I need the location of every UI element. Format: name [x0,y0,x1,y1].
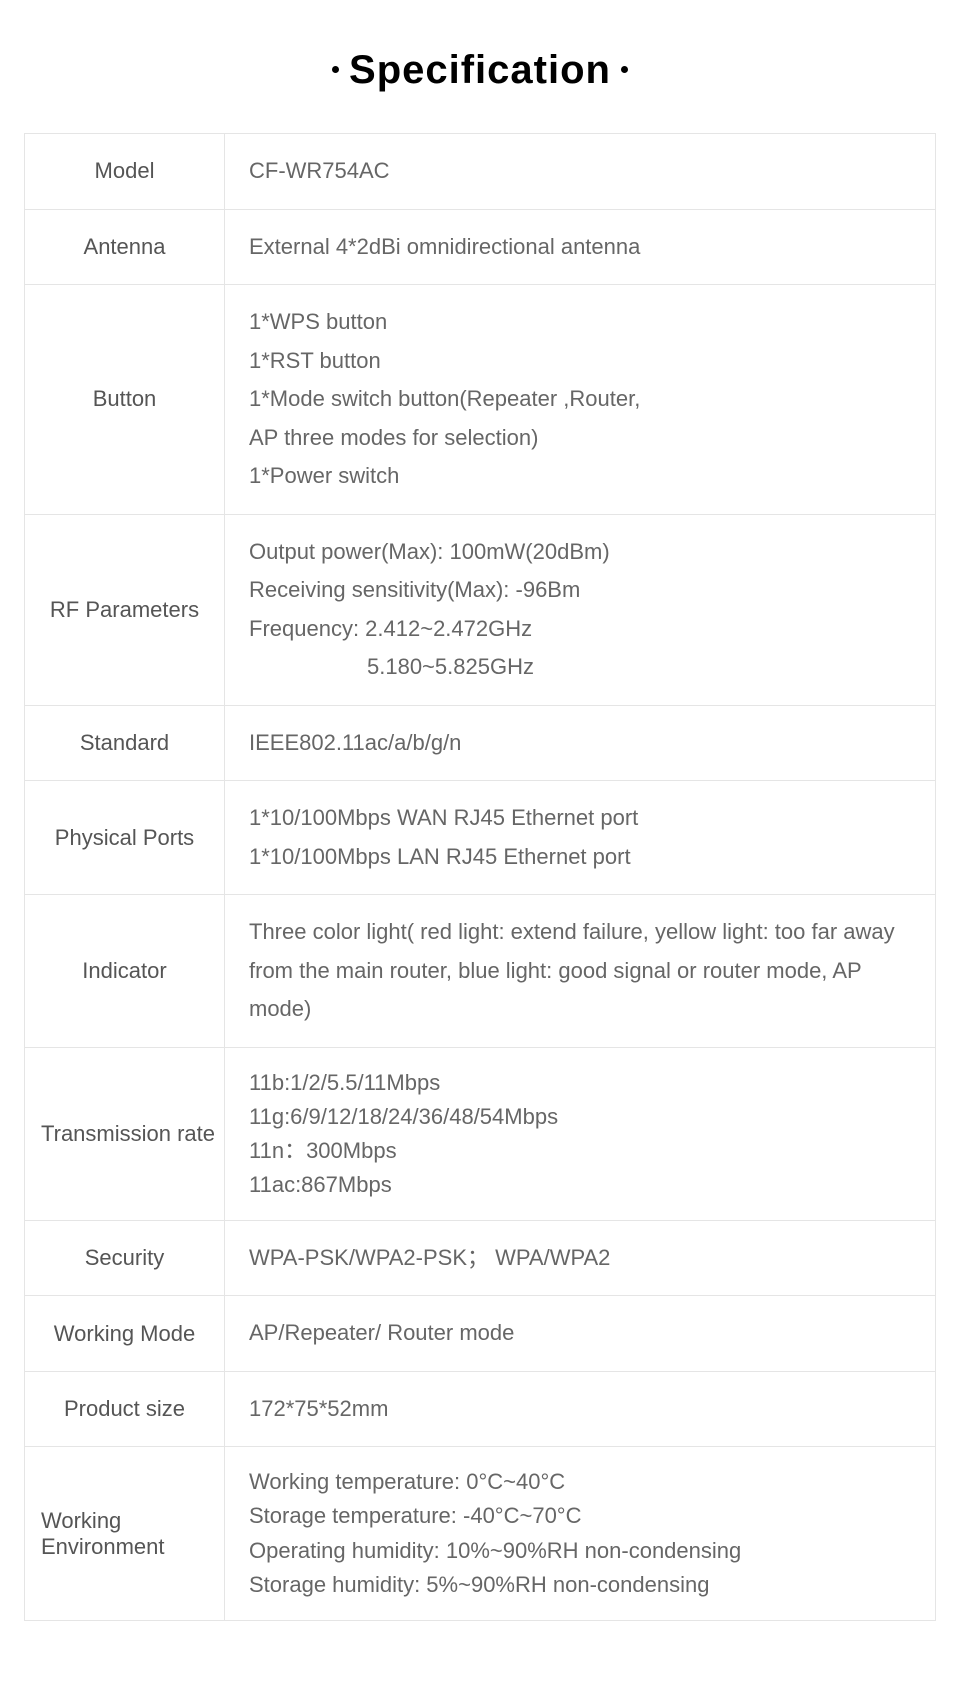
table-row: Model CF-WR754AC [25,134,936,210]
spec-label: Standard [25,705,225,781]
spec-label: Security [25,1220,225,1296]
spec-label: Button [25,285,225,515]
spec-label: Transmission rate [25,1047,225,1220]
spec-value: AP/Repeater/ Router mode [225,1296,936,1372]
spec-value-text: 1*10/100Mbps WAN RJ45 Ethernet port [249,805,638,830]
table-row: Antenna External 4*2dBi omnidirectional a… [25,209,936,285]
table-row: Button 1*WPS button 1*RST button 1*Mode swi… [25,285,936,515]
spec-value-text: 11n：300Mbps [249,1138,397,1163]
spec-label: Indicator [25,895,225,1048]
spec-value-text: External 4*2dBi omnidirectional antenna [249,234,640,259]
spec-value-text: 11b:1/2/5.5/11Mbps [249,1070,440,1095]
spec-value: Working temperature: 0°C~40°C Storage tem… [225,1447,936,1620]
spec-value-text: 1*RST button [249,348,381,373]
table-row: IndicatorThree color light( red light: e… [25,895,936,1048]
spec-value: IEEE802.11ac/a/b/g/n [225,705,936,781]
spec-label: Antenna [25,209,225,285]
spec-value-text: Storage humidity: 5%~90%RH non-condensin… [249,1572,709,1597]
spec-value-text: 1*WPS button [249,309,387,334]
table-row: Working EnvironmentWorking temperature: … [25,1447,936,1620]
spec-value-text: Output power(Max): 100mW(20dBm) [249,539,610,564]
title-text: Specification [349,48,611,92]
specification-table-body: Model CF-WR754AC Antenna External 4*2dBi om… [25,134,936,1621]
spec-value-text: Operating humidity: 10%~90%RH non-conden… [249,1538,741,1563]
table-row: Transmission rate 11b:1/2/5.5/11Mbps 11g:6… [25,1047,936,1220]
spec-value: External 4*2dBi omnidirectional antenna [225,209,936,285]
table-row: Product size 172*75*52mm [25,1371,936,1447]
spec-label: Working Environment [25,1447,225,1620]
spec-value-text: AP/Repeater/ Router mode [249,1320,514,1345]
specification-table: Model CF-WR754AC Antenna External 4*2dBi om… [24,133,936,1621]
spec-value-text: 5.180~5.825GHz [367,654,534,679]
table-row: RF ParametersOutput power(Max): 100mW(20… [25,514,936,705]
spec-value-text: Receiving sensitivity(Max): -96Bm [249,577,580,602]
spec-label: Model [25,134,225,210]
spec-value: Three color light( red light: extend fai… [225,895,936,1048]
spec-value: CF-WR754AC [225,134,936,210]
spec-value: Output power(Max): 100mW(20dBm) Receiving… [225,514,936,705]
spec-value-text: 11ac:867Mbps [249,1172,392,1197]
spec-value: WPA-PSK/WPA2-PSK； WPA/WPA2 [225,1220,936,1296]
spec-value-text: Working temperature: 0°C~40°C [249,1469,565,1494]
spec-value-text: IEEE802.11ac/a/b/g/n [249,730,461,755]
spec-value-text: 172*75*52mm [249,1396,388,1421]
spec-label: Product size [25,1371,225,1447]
bullet-dot-icon [621,66,628,73]
spec-label: Physical Ports [25,781,225,895]
spec-value: 1*WPS button 1*RST button 1*Mode switch bu… [225,285,936,515]
spec-value-text: 1*Mode switch button(Repeater ,Router, [249,386,640,411]
spec-label: Working Mode [25,1296,225,1372]
spec-value-text: 1*Power switch [249,463,399,488]
table-row: Security WPA-PSK/WPA2-PSK； WPA/WPA2 [25,1220,936,1296]
bullet-dot-icon [332,66,339,73]
spec-value-text: Storage temperature: -40°C~70°C [249,1503,582,1528]
spec-value: 172*75*52mm [225,1371,936,1447]
spec-value-text: WPA-PSK/WPA2-PSK； WPA/WPA2 [249,1245,610,1270]
spec-value-text: Three color light( red light: extend fai… [249,919,895,1021]
table-row: Standard IEEE802.11ac/a/b/g/n [25,705,936,781]
spec-value-text: Frequency: 2.412~2.472GHz [249,616,532,641]
page-title: Specification [0,0,960,133]
table-row: Working Mode AP/Repeater/ Router mode [25,1296,936,1372]
spec-value: 1*10/100Mbps WAN RJ45 Ethernet port 1*10/… [225,781,936,895]
spec-value-text: 1*10/100Mbps LAN RJ45 Ethernet port [249,844,631,869]
spec-value: 11b:1/2/5.5/11Mbps 11g:6/9/12/18/24/36/48… [225,1047,936,1220]
spec-value-text: 11g:6/9/12/18/24/36/48/54Mbps [249,1104,558,1129]
spec-value-text: AP three modes for selection) [249,425,538,450]
table-row: Physical Ports1*10/100Mbps WAN RJ45 Ethe… [25,781,936,895]
spec-value-text: CF-WR754AC [249,158,390,183]
spec-label: RF Parameters [25,514,225,705]
